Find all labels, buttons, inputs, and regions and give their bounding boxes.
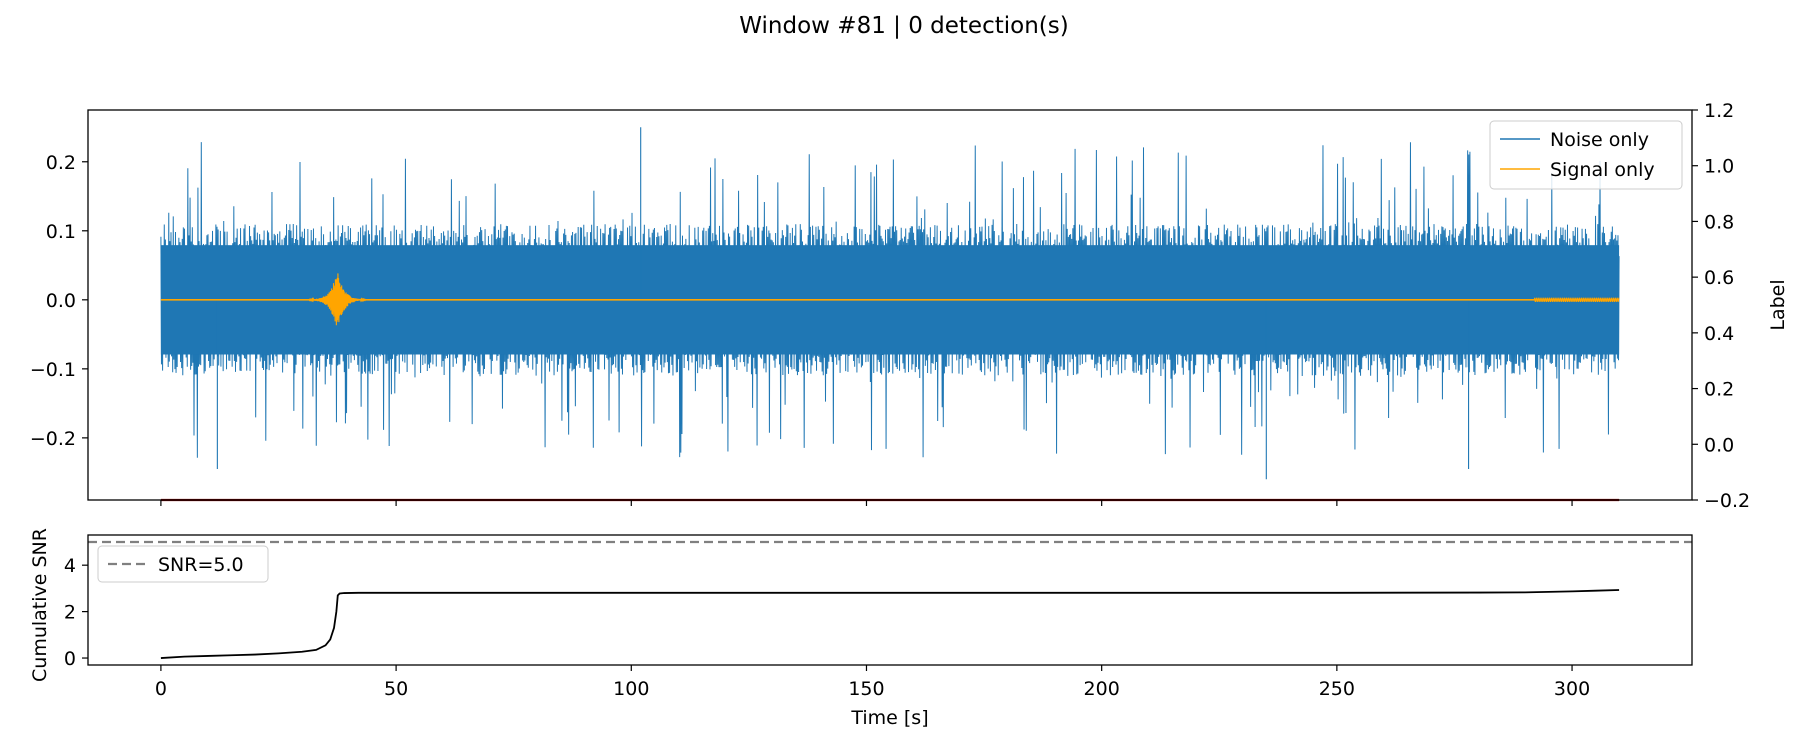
y2-tick-label: 1.2	[1704, 100, 1734, 122]
legend-label: SNR=5.0	[158, 554, 244, 576]
y2-axis-label: Label	[1767, 279, 1789, 330]
figure-title: Window #81 | 0 detection(s)	[739, 13, 1068, 39]
legend-label: Noise only	[1550, 129, 1649, 151]
snr-frame	[87, 534, 1693, 666]
noise-series	[160, 127, 1620, 480]
snr-series	[88, 540, 1692, 659]
y2-tick-label: 0.2	[1704, 379, 1734, 401]
waveform-panel: −0.2 −0.1 0.0 0.1 0.2 −0.2 0.0 0.2 0.4 0.6 0.8 1.0 1…	[30, 100, 1789, 512]
waveform-frame	[87, 109, 1693, 501]
y-tick-label: 0	[64, 648, 76, 670]
signal-burst	[308, 273, 366, 326]
x-tick-label: 0	[155, 678, 167, 700]
x-tick-label: 300	[1554, 678, 1590, 700]
y-tick-label: 4	[64, 555, 76, 577]
snr-panel: 0 2 4 0 50 100 150 200 250 300 Time [s] Cumulative …	[29, 528, 1693, 729]
x-tick-label: 150	[848, 678, 884, 700]
x-tick-label: 200	[1084, 678, 1120, 700]
legend-box	[1489, 120, 1683, 190]
snr-axes: 0 2 4 0 50 100 150 200 250 300 Time [s] Cumulative …	[29, 528, 1693, 729]
signal-series	[160, 273, 1620, 326]
x-tick-label: 50	[384, 678, 408, 700]
y-tick-label: 0.1	[46, 221, 76, 243]
y-tick-label: −0.1	[30, 359, 76, 381]
x-axis-label: Time [s]	[850, 707, 928, 729]
legend-box	[97, 545, 269, 583]
waveform-axes: −0.2 −0.1 0.0 0.1 0.2 −0.2 0.0 0.2 0.4 0.6 0.8 1.0 1…	[30, 100, 1789, 512]
y-axis-label: Cumulative SNR	[29, 528, 51, 682]
y-tick-label: −0.2	[30, 428, 76, 450]
waveform-legend: Noise only Signal only	[1489, 120, 1683, 190]
y2-tick-label: 0.6	[1704, 267, 1734, 289]
x-tick-label: 250	[1319, 678, 1355, 700]
y-tick-label: 0.2	[46, 152, 76, 174]
y2-tick-label: 0.0	[1704, 434, 1734, 456]
signal-minor-wiggle	[1533, 297, 1620, 303]
snr-legend: SNR=5.0	[97, 545, 269, 583]
y2-tick-label: 0.4	[1704, 323, 1734, 345]
x-tick-label: 100	[613, 678, 649, 700]
y2-tick-label: 0.8	[1704, 211, 1734, 233]
cumulative-snr-line	[160, 589, 1620, 659]
legend-label: Signal only	[1550, 159, 1655, 181]
y-tick-label: 2	[64, 602, 76, 624]
y2-tick-label: −0.2	[1704, 490, 1750, 512]
y-tick-label: 0.0	[46, 290, 76, 312]
y2-tick-label: 1.0	[1704, 156, 1734, 178]
